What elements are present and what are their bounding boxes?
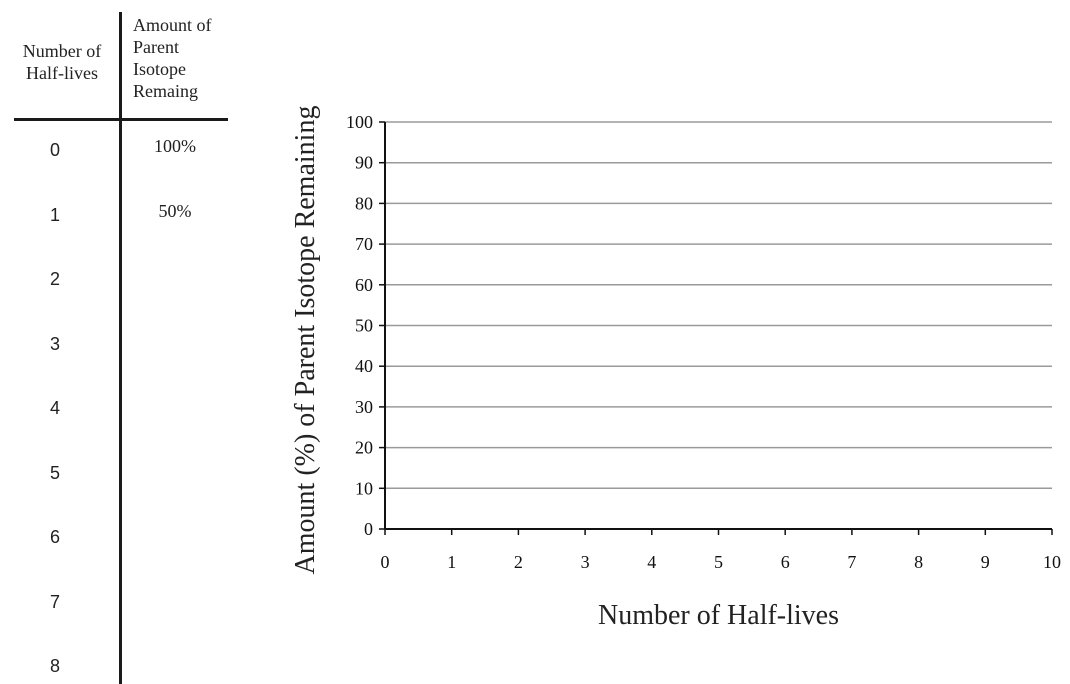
table-header-amount-line: Isotope [133,59,186,79]
y-tick-label: 100 [346,112,373,132]
table-header-amount-line: Amount of [133,15,212,35]
y-tick-label: 20 [355,438,373,458]
table-cell-half-lives: 3 [49,333,60,354]
y-tick-label: 70 [355,234,373,254]
table-cell-amount: 100% [154,136,196,156]
table-header-amount-line: Parent [133,37,179,57]
chart-x-axis-title: Number of Half-lives [597,600,840,631]
table-vertical-divider [119,12,122,684]
x-tick-label: 8 [914,552,923,572]
table-header-amount-line: Remaing [133,81,198,101]
table-cell-half-lives: 7 [49,591,60,612]
x-tick-label: 1 [447,552,456,572]
table-cell-amount: 50% [158,200,192,221]
x-tick-label: 5 [714,552,723,572]
y-tick-label: 0 [364,519,373,539]
table-cell-half-lives: 0 [49,140,60,160]
y-tick-label: 30 [355,397,373,417]
x-tick-label: 0 [381,552,390,572]
x-tick-label: 10 [1043,552,1061,572]
x-tick-label: 3 [581,552,590,572]
y-tick-label: 60 [355,275,373,295]
x-tick-label: 6 [781,552,790,572]
x-tick-label: 4 [647,552,656,572]
table-cell-half-lives: 1 [49,204,60,225]
y-tick-label: 80 [355,193,373,213]
table-cell-half-lives: 6 [49,527,60,547]
y-tick-label: 90 [355,153,373,173]
table-cell-half-lives: 2 [49,269,60,289]
table-header-half-lives: Number of Half-lives [22,41,102,83]
table-header-amount: Amount of Parent Isotope Remaing [133,14,233,102]
table-cell-half-lives: 5 [49,462,60,483]
table-cell-half-lives: 8 [49,656,60,676]
x-tick-label: 7 [847,552,856,572]
x-tick-label: 2 [514,552,523,572]
x-tick-label: 9 [981,552,990,572]
y-tick-label: 50 [355,316,373,336]
y-tick-label: 40 [355,356,373,376]
table-cell-half-lives: 4 [49,398,60,418]
table-header-divider [14,118,228,121]
y-tick-label: 10 [355,478,373,498]
half-life-table: Number of Half-lives Amount of Parent Is… [0,0,240,684]
